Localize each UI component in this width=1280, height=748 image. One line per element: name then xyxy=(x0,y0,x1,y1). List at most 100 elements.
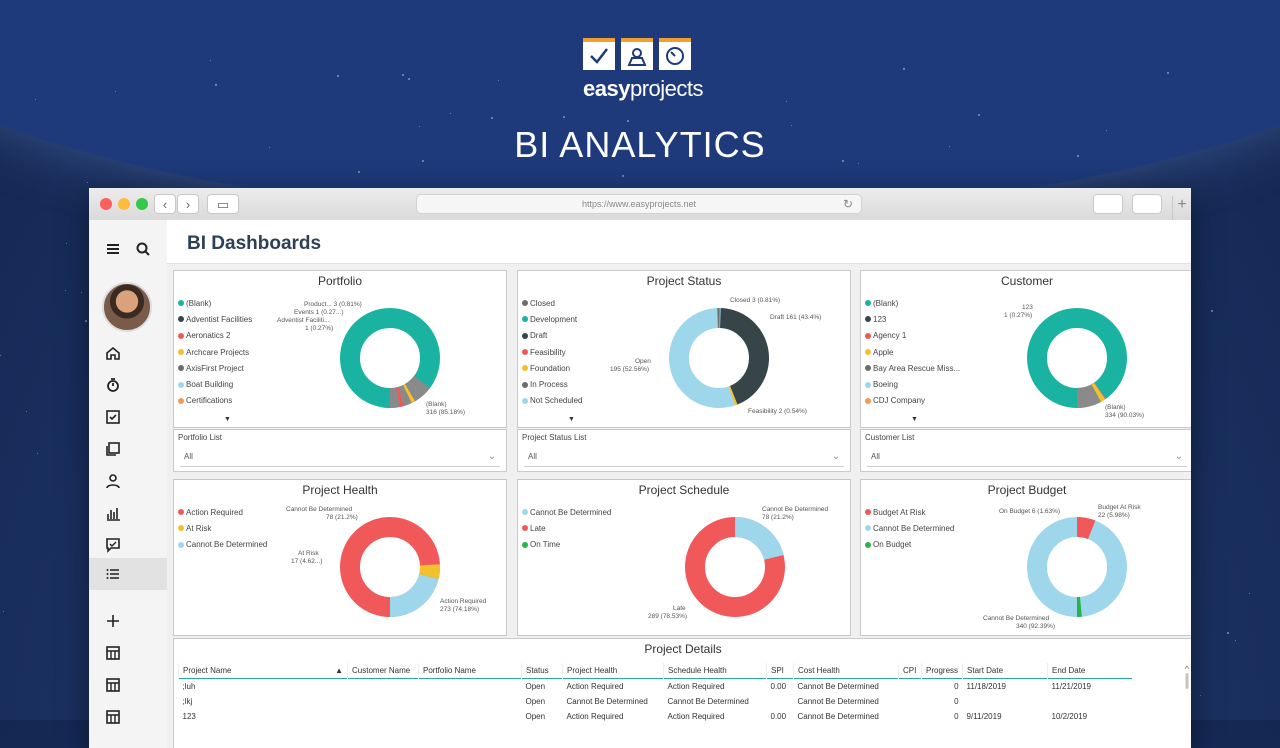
address-bar[interactable]: https://www.easyprojects.net ↻ xyxy=(416,194,862,214)
donut-segment-others[interactable] xyxy=(340,308,440,408)
table-icon[interactable] xyxy=(89,670,167,700)
home-icon[interactable] xyxy=(89,338,167,368)
column-header[interactable]: CPI xyxy=(898,663,922,679)
column-header[interactable]: Start Date xyxy=(962,663,1048,679)
user-icon[interactable] xyxy=(89,466,167,496)
table-cell: Cannot Be Determined xyxy=(797,712,879,721)
chevron-down-icon: ⌄ xyxy=(1174,451,1183,462)
legend-item[interactable]: Cannot Be Determined xyxy=(522,504,611,520)
list-icon[interactable] xyxy=(89,558,167,590)
donut-segment-cannot-be-determined[interactable] xyxy=(1027,517,1127,617)
donut-segment-on-budget[interactable] xyxy=(1027,517,1127,617)
sidebar-toggle-icon[interactable]: ▭ xyxy=(207,194,239,214)
legend-item[interactable]: Closed xyxy=(522,295,582,311)
chat-icon[interactable] xyxy=(89,530,167,560)
legend-item[interactable]: Aeronatics 2 xyxy=(178,328,252,344)
legend-item[interactable]: Apple xyxy=(865,344,960,360)
timer-icon[interactable] xyxy=(89,370,167,400)
maximize-window-button[interactable] xyxy=(136,198,148,210)
donut-segment-budget-at-risk[interactable] xyxy=(1027,517,1127,617)
forward-button[interactable]: › xyxy=(177,194,199,214)
legend-item[interactable]: Archcare Projects xyxy=(178,344,252,360)
legend-item[interactable]: Certifications xyxy=(178,393,252,409)
legend-item[interactable]: Adventist Facilities xyxy=(178,311,252,327)
menu-icon[interactable] xyxy=(89,234,167,264)
customer-select[interactable]: All ⌄ xyxy=(867,448,1187,467)
table-cell xyxy=(899,679,922,695)
legend-item[interactable]: In Process xyxy=(522,376,582,392)
legend-item[interactable]: Cannot Be Determined xyxy=(865,520,954,536)
column-header[interactable]: Schedule Health xyxy=(663,663,767,679)
legend-item[interactable]: At Risk xyxy=(178,520,267,536)
column-header[interactable]: End Date xyxy=(1047,663,1133,679)
star-decoration xyxy=(761,153,763,155)
legend-item[interactable]: AxisFirst Project xyxy=(178,360,252,376)
customer-filter: Customer List All ⌄ xyxy=(860,429,1191,472)
donut-segment-others[interactable] xyxy=(1027,308,1127,408)
tasks-icon[interactable] xyxy=(89,402,167,432)
table-row[interactable]: ;lkj Open Cannot Be Determined Cannot Be… xyxy=(179,694,1133,709)
legend-item[interactable]: (Blank) xyxy=(178,295,252,311)
search-icon[interactable] xyxy=(89,234,167,264)
project-status-select[interactable]: All ⌄ xyxy=(524,448,844,467)
new-tab-button[interactable]: + xyxy=(1172,196,1191,220)
donut-segment-cannot-be-determined[interactable] xyxy=(685,517,785,617)
legend-item[interactable]: 123 xyxy=(865,311,960,327)
donut-segment-draft[interactable] xyxy=(669,308,769,408)
tabs-icon[interactable] xyxy=(1132,194,1162,214)
table-icon[interactable] xyxy=(89,702,167,732)
legend-item[interactable]: CDJ Company xyxy=(865,393,960,409)
donut-segment-at-risk[interactable] xyxy=(340,517,440,617)
table-icon[interactable] xyxy=(89,638,167,668)
column-header[interactable]: Project Health xyxy=(562,663,664,679)
sort-ascending-icon[interactable]: ▲ xyxy=(335,666,343,675)
minimize-window-button[interactable] xyxy=(118,198,130,210)
table-row[interactable]: 123 Open Action Required Action Required… xyxy=(179,709,1133,724)
legend-item[interactable]: Cannot Be Determined xyxy=(178,537,267,553)
donut-segment-blank[interactable] xyxy=(1027,308,1127,408)
legend-item[interactable]: Budget At Risk xyxy=(865,504,954,520)
legend-item[interactable]: Feasibility xyxy=(522,344,582,360)
legend-item[interactable]: Not Scheduled xyxy=(522,393,582,409)
column-header[interactable]: Status xyxy=(521,663,563,679)
column-header[interactable]: SPI xyxy=(766,663,794,679)
column-header[interactable]: Progress xyxy=(920,663,963,679)
avatar[interactable] xyxy=(102,282,152,332)
legend-item[interactable]: On Time xyxy=(522,537,611,553)
add-icon[interactable] xyxy=(89,606,167,636)
projects-icon[interactable] xyxy=(89,434,167,464)
table-cell xyxy=(767,694,794,709)
table-scrollbar[interactable] xyxy=(1184,665,1190,748)
column-header[interactable]: Customer Name xyxy=(347,663,419,679)
table-row[interactable]: ;luh Open Action Required Action Require… xyxy=(179,679,1133,695)
share-icon[interactable] xyxy=(1093,194,1123,214)
column-header[interactable]: Portfolio Name xyxy=(418,663,522,679)
table-cell: 0 xyxy=(954,682,959,691)
legend-item[interactable]: Bay Area Rescue Miss... xyxy=(865,360,960,376)
column-header[interactable]: Project Name ▲ xyxy=(178,663,348,679)
project-schedule-donut xyxy=(685,517,785,617)
portfolio-select[interactable]: All ⌄ xyxy=(180,448,500,467)
legend-item[interactable]: Boeing xyxy=(865,376,960,392)
legend-more-icon[interactable]: ▼ xyxy=(224,416,231,423)
legend-item[interactable]: On Budget xyxy=(865,537,954,553)
legend-item[interactable]: Action Required xyxy=(178,504,267,520)
legend-item[interactable]: Agency 1 xyxy=(865,328,960,344)
star-decoration xyxy=(1077,155,1079,157)
donut-segment-cannot-be-determined[interactable] xyxy=(340,517,440,617)
reload-icon[interactable]: ↻ xyxy=(842,197,853,211)
legend-more-icon[interactable]: ▼ xyxy=(911,416,918,423)
column-header[interactable]: Cost Health xyxy=(793,663,899,679)
legend-item[interactable]: Late xyxy=(522,520,611,536)
legend-item[interactable]: Development xyxy=(522,311,582,327)
legend-item[interactable]: (Blank) xyxy=(865,295,960,311)
reports-icon[interactable] xyxy=(89,498,167,528)
star-decoration xyxy=(622,175,624,177)
star-decoration xyxy=(3,611,4,612)
legend-item[interactable]: Draft xyxy=(522,328,582,344)
legend-item[interactable]: Boat Building xyxy=(178,376,252,392)
legend-item[interactable]: Foundation xyxy=(522,360,582,376)
back-button[interactable]: ‹ xyxy=(154,194,176,214)
legend-more-icon[interactable]: ▼ xyxy=(568,416,575,423)
close-window-button[interactable] xyxy=(100,198,112,210)
